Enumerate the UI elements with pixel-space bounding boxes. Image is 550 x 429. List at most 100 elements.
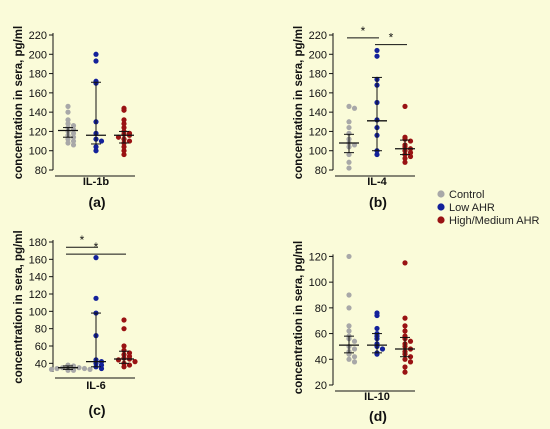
data-point: [121, 124, 127, 131]
y-tick-label: 160: [29, 254, 47, 266]
data-point: [65, 121, 71, 127]
significance-star: *: [389, 31, 394, 45]
y-tick-label: 80: [315, 165, 327, 177]
data-point: [87, 366, 93, 372]
data-point: [346, 151, 352, 158]
data-point: [346, 323, 352, 329]
data-point: [93, 144, 99, 150]
y-axis-title: concentration in sera, pg/ml: [293, 241, 305, 394]
chart-panel-3: 40 60 80 100 120 140 160 180 concentration in se…: [13, 230, 138, 418]
data-point: [65, 140, 71, 146]
y-axis-title: concentration in sera, pg/ml: [13, 26, 25, 179]
x-category-label: IL-10: [364, 391, 390, 403]
data-point: [402, 260, 408, 266]
y-tick-label: 140: [29, 107, 47, 119]
y-tick-label: 120: [29, 289, 47, 301]
data-point: [70, 142, 77, 148]
panel-label: (b): [369, 194, 387, 210]
y-tick-label: 120: [309, 126, 327, 138]
panel-label: (d): [369, 408, 387, 424]
data-point: [402, 155, 408, 162]
data-point: [54, 365, 60, 372]
data-point: [346, 253, 352, 260]
data-point: [407, 153, 414, 160]
chart-panel-2: 80 100 120 140 160 180 200 220 concentration in …: [293, 24, 415, 210]
data-point: [65, 136, 71, 142]
data-point: [346, 119, 352, 125]
y-tick-label: 220: [309, 30, 327, 42]
data-point: [374, 151, 380, 158]
data-point: [121, 144, 127, 150]
chart-panel-4: 20 40 60 80 100 120 concentration in sera, pg/…: [293, 241, 415, 424]
y-tick-label: 140: [309, 107, 327, 119]
y-tick-label: 200: [29, 49, 47, 61]
y-axis-title: concentration in sera, pg/ml: [293, 26, 305, 179]
data-point: [93, 255, 99, 261]
significance-star: *: [80, 233, 85, 247]
y-tick-label: 40: [315, 354, 327, 366]
legend-label: High/Medium AHR: [449, 215, 540, 227]
data-point: [48, 366, 55, 372]
y-tick-label: 180: [29, 237, 47, 249]
data-point: [132, 359, 138, 365]
y-tick-label: 60: [35, 341, 47, 353]
y-tick-label: 80: [35, 165, 47, 177]
data-point: [93, 58, 99, 64]
data-point: [346, 124, 352, 131]
data-point: [402, 315, 408, 321]
data-point: [374, 53, 380, 59]
legend-label: Control: [449, 189, 484, 201]
data-point: [402, 323, 408, 329]
data-point: [93, 148, 99, 154]
y-axis-title: concentration in sera, pg/ml: [13, 230, 25, 383]
legend-marker: [437, 203, 445, 211]
data-point: [402, 159, 408, 165]
data-point: [407, 354, 414, 360]
data-point: [76, 365, 82, 371]
data-point: [407, 359, 414, 365]
y-tick-label: 40: [35, 358, 47, 370]
y-tick-label: 100: [309, 277, 327, 289]
data-point: [346, 103, 352, 109]
y-tick-label: 180: [29, 69, 47, 81]
data-point: [70, 123, 77, 129]
data-point: [351, 105, 358, 111]
significance-star: *: [361, 24, 366, 38]
data-point: [65, 117, 71, 123]
panel-label: (c): [88, 402, 105, 418]
y-tick-label: 100: [29, 146, 47, 158]
y-tick-label: 160: [29, 88, 47, 100]
y-tick-label: 60: [315, 329, 327, 341]
x-category-label: IL-1b: [83, 176, 110, 188]
y-tick-label: 20: [315, 380, 327, 392]
data-point: [346, 292, 352, 298]
legend-marker: [437, 216, 445, 224]
data-point: [65, 109, 71, 115]
data-point: [346, 328, 352, 334]
data-point: [351, 346, 358, 352]
data-point: [70, 138, 77, 144]
data-point: [402, 364, 408, 370]
data-point: [374, 325, 380, 332]
data-point: [346, 165, 352, 171]
panel-label: (a): [88, 194, 105, 210]
data-point: [121, 148, 127, 154]
y-tick-label: 100: [309, 146, 327, 158]
data-point: [81, 365, 88, 372]
data-point: [126, 138, 133, 144]
data-point: [351, 359, 358, 365]
y-tick-label: 140: [29, 272, 47, 284]
data-point: [121, 343, 127, 349]
y-tick-label: 200: [309, 49, 327, 61]
data-point: [407, 338, 414, 344]
data-point: [121, 326, 127, 332]
y-tick-label: 80: [315, 303, 327, 315]
y-tick-label: 120: [29, 126, 47, 138]
data-point: [121, 317, 127, 323]
x-category-label: IL-4: [367, 176, 387, 188]
data-point: [402, 103, 408, 109]
data-point: [407, 150, 414, 156]
y-tick-label: 120: [309, 251, 327, 263]
